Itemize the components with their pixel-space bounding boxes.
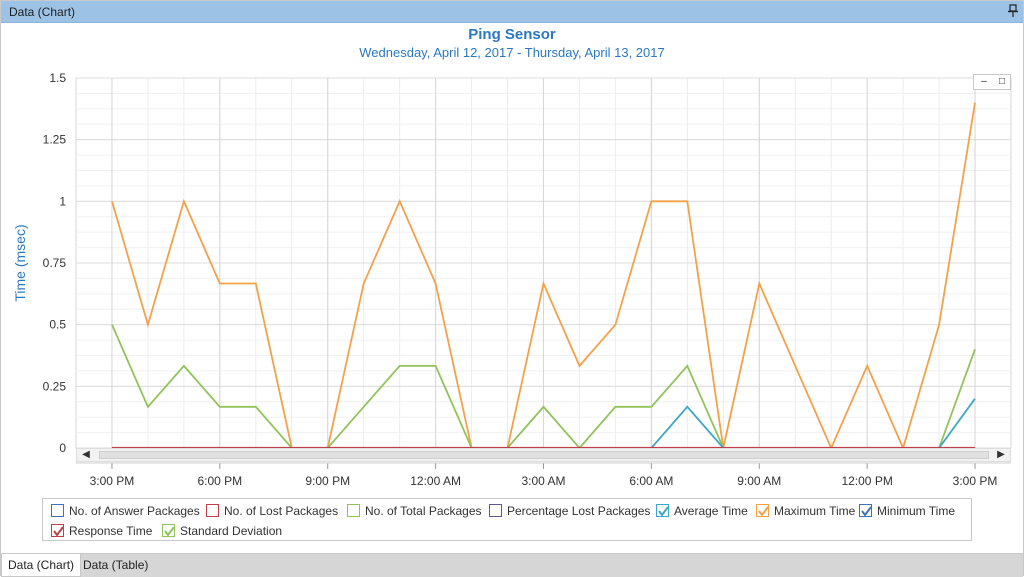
checkbox-checked-icon[interactable] bbox=[51, 524, 64, 537]
legend-label: No. of Lost Packages bbox=[224, 504, 339, 518]
horizontal-scrollbar[interactable]: ◀ ▶ bbox=[76, 448, 1011, 462]
chart-window-controls: – □ bbox=[973, 74, 1011, 90]
checkbox-icon[interactable] bbox=[347, 504, 360, 517]
x-tick-label: 6:00 PM bbox=[197, 474, 242, 488]
legend-label: Average Time bbox=[674, 504, 748, 518]
chart-title: Ping Sensor bbox=[468, 26, 556, 43]
chart-subtitle: Wednesday, April 12, 2017 - Thursday, Ap… bbox=[359, 45, 665, 60]
chart-legend: No. of Answer Packages No. of Lost Packag… bbox=[42, 498, 972, 541]
tab-bar: Data (Chart) Data (Table) bbox=[1, 553, 1023, 577]
window-titlebar: Data (Chart) bbox=[1, 1, 1023, 23]
legend-label: Standard Deviation bbox=[180, 524, 283, 538]
tab-data-table[interactable]: Data (Table) bbox=[83, 558, 149, 572]
y-tick-label: 1.5 bbox=[49, 71, 66, 85]
checkbox-icon[interactable] bbox=[51, 504, 64, 517]
y-tick-label: 1 bbox=[59, 194, 66, 208]
x-tick-label: 12:00 AM bbox=[410, 474, 461, 488]
y-tick-label: 0.5 bbox=[49, 318, 66, 332]
x-tick-label: 6:00 AM bbox=[629, 474, 673, 488]
checkbox-checked-icon[interactable] bbox=[756, 504, 769, 517]
checkbox-checked-icon[interactable] bbox=[162, 524, 175, 537]
maximize-icon[interactable]: □ bbox=[998, 76, 1006, 87]
legend-label: Response Time bbox=[69, 524, 153, 538]
legend-label: Percentage Lost Packages bbox=[507, 504, 651, 518]
scroll-left-icon[interactable]: ◀ bbox=[82, 449, 90, 460]
legend-label: Maximum Time bbox=[774, 504, 856, 518]
x-tick-label: 3:00 PM bbox=[953, 474, 998, 488]
x-tick-label: 3:00 AM bbox=[521, 474, 565, 488]
tab-data-chart[interactable]: Data (Chart) bbox=[1, 554, 82, 577]
legend-label: No. of Total Packages bbox=[365, 504, 482, 518]
scroll-thumb[interactable] bbox=[99, 451, 989, 459]
line-chart: 0 0.25 0.5 0.75 1 1.25 1.5 3:00 PM 6:00 PM 9:00 P… bbox=[12, 71, 1012, 488]
checkbox-icon[interactable] bbox=[489, 504, 502, 517]
y-tick-label: 0 bbox=[59, 441, 66, 455]
checkbox-icon[interactable] bbox=[206, 504, 219, 517]
y-tick-label: 1.25 bbox=[43, 133, 67, 147]
legend-label: Minimum Time bbox=[877, 504, 956, 518]
x-tick-label: 12:00 PM bbox=[841, 474, 892, 488]
scroll-right-icon[interactable]: ▶ bbox=[997, 449, 1005, 460]
x-tick-label: 3:00 PM bbox=[90, 474, 135, 488]
pin-icon[interactable] bbox=[1007, 4, 1019, 18]
y-tick-label: 0.75 bbox=[43, 256, 67, 270]
checkbox-checked-icon[interactable] bbox=[859, 504, 872, 517]
legend-label: No. of Answer Packages bbox=[69, 504, 200, 518]
chart-area: 0 0.25 0.5 0.75 1 1.25 1.5 3:00 PM 6:00 PM 9:00 P… bbox=[1, 23, 1023, 553]
y-axis-label: Time (msec) bbox=[12, 224, 28, 301]
y-tick-label: 0.25 bbox=[43, 379, 67, 393]
x-tick-label: 9:00 PM bbox=[305, 474, 350, 488]
x-tick-label: 9:00 AM bbox=[737, 474, 781, 488]
checkbox-checked-icon[interactable] bbox=[656, 504, 669, 517]
window-title: Data (Chart) bbox=[9, 5, 76, 19]
minimize-icon[interactable]: – bbox=[981, 76, 987, 87]
